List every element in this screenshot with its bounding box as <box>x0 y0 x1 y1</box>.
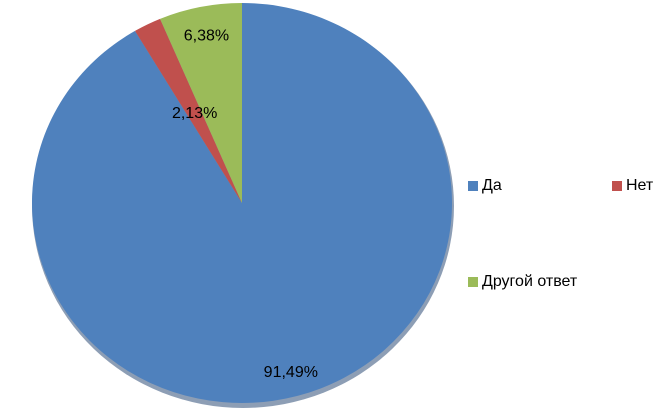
legend-label: Нет <box>626 177 654 194</box>
legend-label: Да <box>482 177 502 194</box>
legend-swatch <box>468 277 478 287</box>
legend-label: Другой ответ <box>482 273 578 290</box>
data-label: 91,49% <box>264 364 318 381</box>
data-label: 2,13% <box>172 105 217 122</box>
pie-slice <box>134 18 242 204</box>
pie-slice <box>31 3 453 404</box>
pie-slice <box>160 3 242 203</box>
legend-swatch <box>612 181 622 191</box>
legend-swatch <box>468 181 478 191</box>
data-label: 6,38% <box>184 28 229 45</box>
